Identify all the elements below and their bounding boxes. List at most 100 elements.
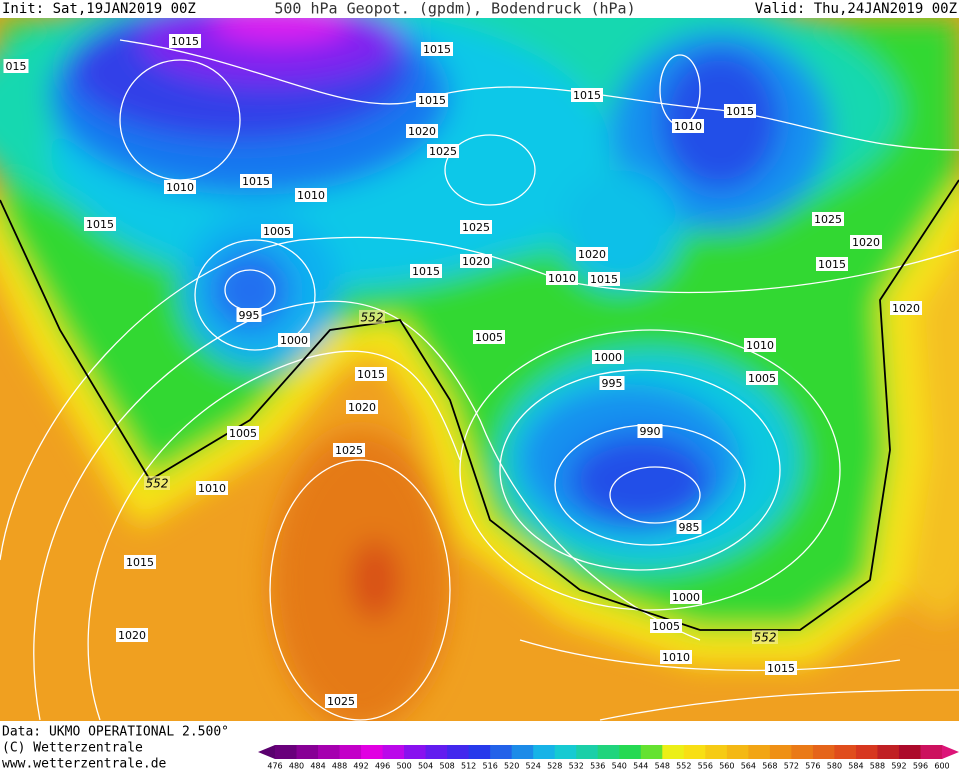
- scale-label: 512: [461, 762, 476, 771]
- isobar-label-box: [746, 371, 778, 385]
- scale-swatch: [791, 745, 814, 759]
- contour-label: 552: [146, 477, 169, 491]
- isobar-label-box: [660, 650, 692, 664]
- website: www.wetterzentrale.de: [2, 757, 167, 771]
- header-band: [0, 0, 959, 18]
- scale-swatch: [726, 745, 749, 759]
- valid-time: Valid: Thu,24JAN2019 00Z: [755, 1, 957, 17]
- isobar-label-box: [278, 333, 310, 347]
- isobar-label: 1020: [852, 236, 880, 249]
- isobar-label: 1015: [590, 273, 618, 286]
- isobar-label-box: [164, 180, 196, 194]
- scale-arrow-right: [942, 745, 959, 759]
- isobar-label: 1015: [86, 218, 114, 231]
- scale-swatch: [576, 745, 599, 759]
- scale-label: 536: [590, 762, 605, 771]
- scale-swatch: [898, 745, 921, 759]
- isobar-label: 1010: [198, 482, 226, 495]
- isobar-label-box: [421, 42, 453, 56]
- scale-label: 500: [396, 762, 411, 771]
- scale-swatch: [920, 745, 943, 759]
- scale-swatch: [275, 745, 298, 759]
- isobar-label-box: [346, 400, 378, 414]
- isobar-label: 990: [640, 425, 661, 438]
- scale-label: 504: [418, 762, 433, 771]
- isobar-label: 1005: [229, 427, 257, 440]
- isobar-label: 1015: [726, 105, 754, 118]
- isobar-label: 1010: [662, 651, 690, 664]
- scale-label: 548: [655, 762, 670, 771]
- map-area: 1015 015 1015 1015 1015 1010 1015 1020 1025 1010 1…: [0, 18, 959, 721]
- isobar-label-box: [670, 590, 702, 604]
- isobar-label-box: [588, 272, 620, 286]
- contour-label: 552: [754, 631, 777, 645]
- scale-swatch: [855, 745, 878, 759]
- scale-swatch: [834, 745, 857, 759]
- isobar-label-box: [599, 376, 625, 390]
- isobar-label-box: [196, 481, 228, 495]
- isobar-label: 1010: [166, 181, 194, 194]
- isobar-label-box: [116, 628, 148, 642]
- isobar-label: 1010: [674, 120, 702, 133]
- isobar-label-box: [850, 235, 882, 249]
- scale-label: 584: [848, 762, 863, 771]
- scale-label: 528: [547, 762, 562, 771]
- isobar-label-box: [812, 212, 844, 226]
- scale-swatch: [382, 745, 405, 759]
- isobar-label: 1025: [429, 145, 457, 158]
- isobar-label-box: [3, 59, 29, 73]
- contour-label: 552: [361, 311, 384, 325]
- contour-label-box: [359, 310, 385, 324]
- isobar-label: 1025: [335, 444, 363, 457]
- isobar-label: 1025: [814, 213, 842, 226]
- isobar-label: 995: [602, 377, 623, 390]
- scale-swatch: [339, 745, 362, 759]
- scale-swatch: [447, 745, 470, 759]
- scale-label: 568: [762, 762, 777, 771]
- isobar-label-box: [890, 301, 922, 315]
- isobar-label: 1020: [462, 255, 490, 268]
- scale-swatch: [619, 745, 642, 759]
- isobar-label-box: [546, 271, 578, 285]
- isobars: [0, 39, 959, 721]
- scale-label: 496: [375, 762, 390, 771]
- isobar-label: 1000: [594, 351, 622, 364]
- isobar-label: 1000: [672, 591, 700, 604]
- isobar-label: 015: [6, 60, 27, 73]
- scale-swatch: [296, 745, 319, 759]
- isobar-label-box: [473, 330, 505, 344]
- scale-swatch: [662, 745, 685, 759]
- isobar-label: 1020: [408, 125, 436, 138]
- isobar-label: 1015: [418, 94, 446, 107]
- isobar-label: 1020: [892, 302, 920, 315]
- contour-label-box: [752, 630, 778, 644]
- scale-swatch: [468, 745, 491, 759]
- color-scale: 476 480 484 488 492 496 500 504 508 512 516 520 524 5…: [258, 745, 959, 771]
- isobar-label: 1020: [578, 248, 606, 261]
- contour-label-box: [144, 476, 170, 490]
- scale-label: 520: [504, 762, 519, 771]
- isobar-label: 1015: [818, 258, 846, 271]
- isobar-label: 1015: [412, 265, 440, 278]
- isobar-label-box: [672, 119, 704, 133]
- isobar-label-box: [637, 424, 663, 438]
- scale-swatch: [705, 745, 728, 759]
- isobar-label: 985: [679, 521, 700, 534]
- isobar-label-box: [227, 426, 259, 440]
- isobar-label: 1010: [297, 189, 325, 202]
- isobar-label: 1005: [748, 372, 776, 385]
- isobar-label: 1020: [348, 401, 376, 414]
- isobar-label-box: [676, 520, 702, 534]
- scale-label: 564: [741, 762, 756, 771]
- isobar-label-box: [261, 224, 293, 238]
- scale-label: 572: [784, 762, 799, 771]
- copyright: (C) Wetterzentrale: [2, 741, 143, 756]
- isobar-label-box: [416, 93, 448, 107]
- scale-arrow-left: [258, 745, 275, 759]
- scale-label: 592: [891, 762, 906, 771]
- isobar-label-box: [410, 264, 442, 278]
- scale-label: 516: [483, 762, 498, 771]
- isobar-label: 1025: [462, 221, 490, 234]
- scale-label: 600: [934, 762, 949, 771]
